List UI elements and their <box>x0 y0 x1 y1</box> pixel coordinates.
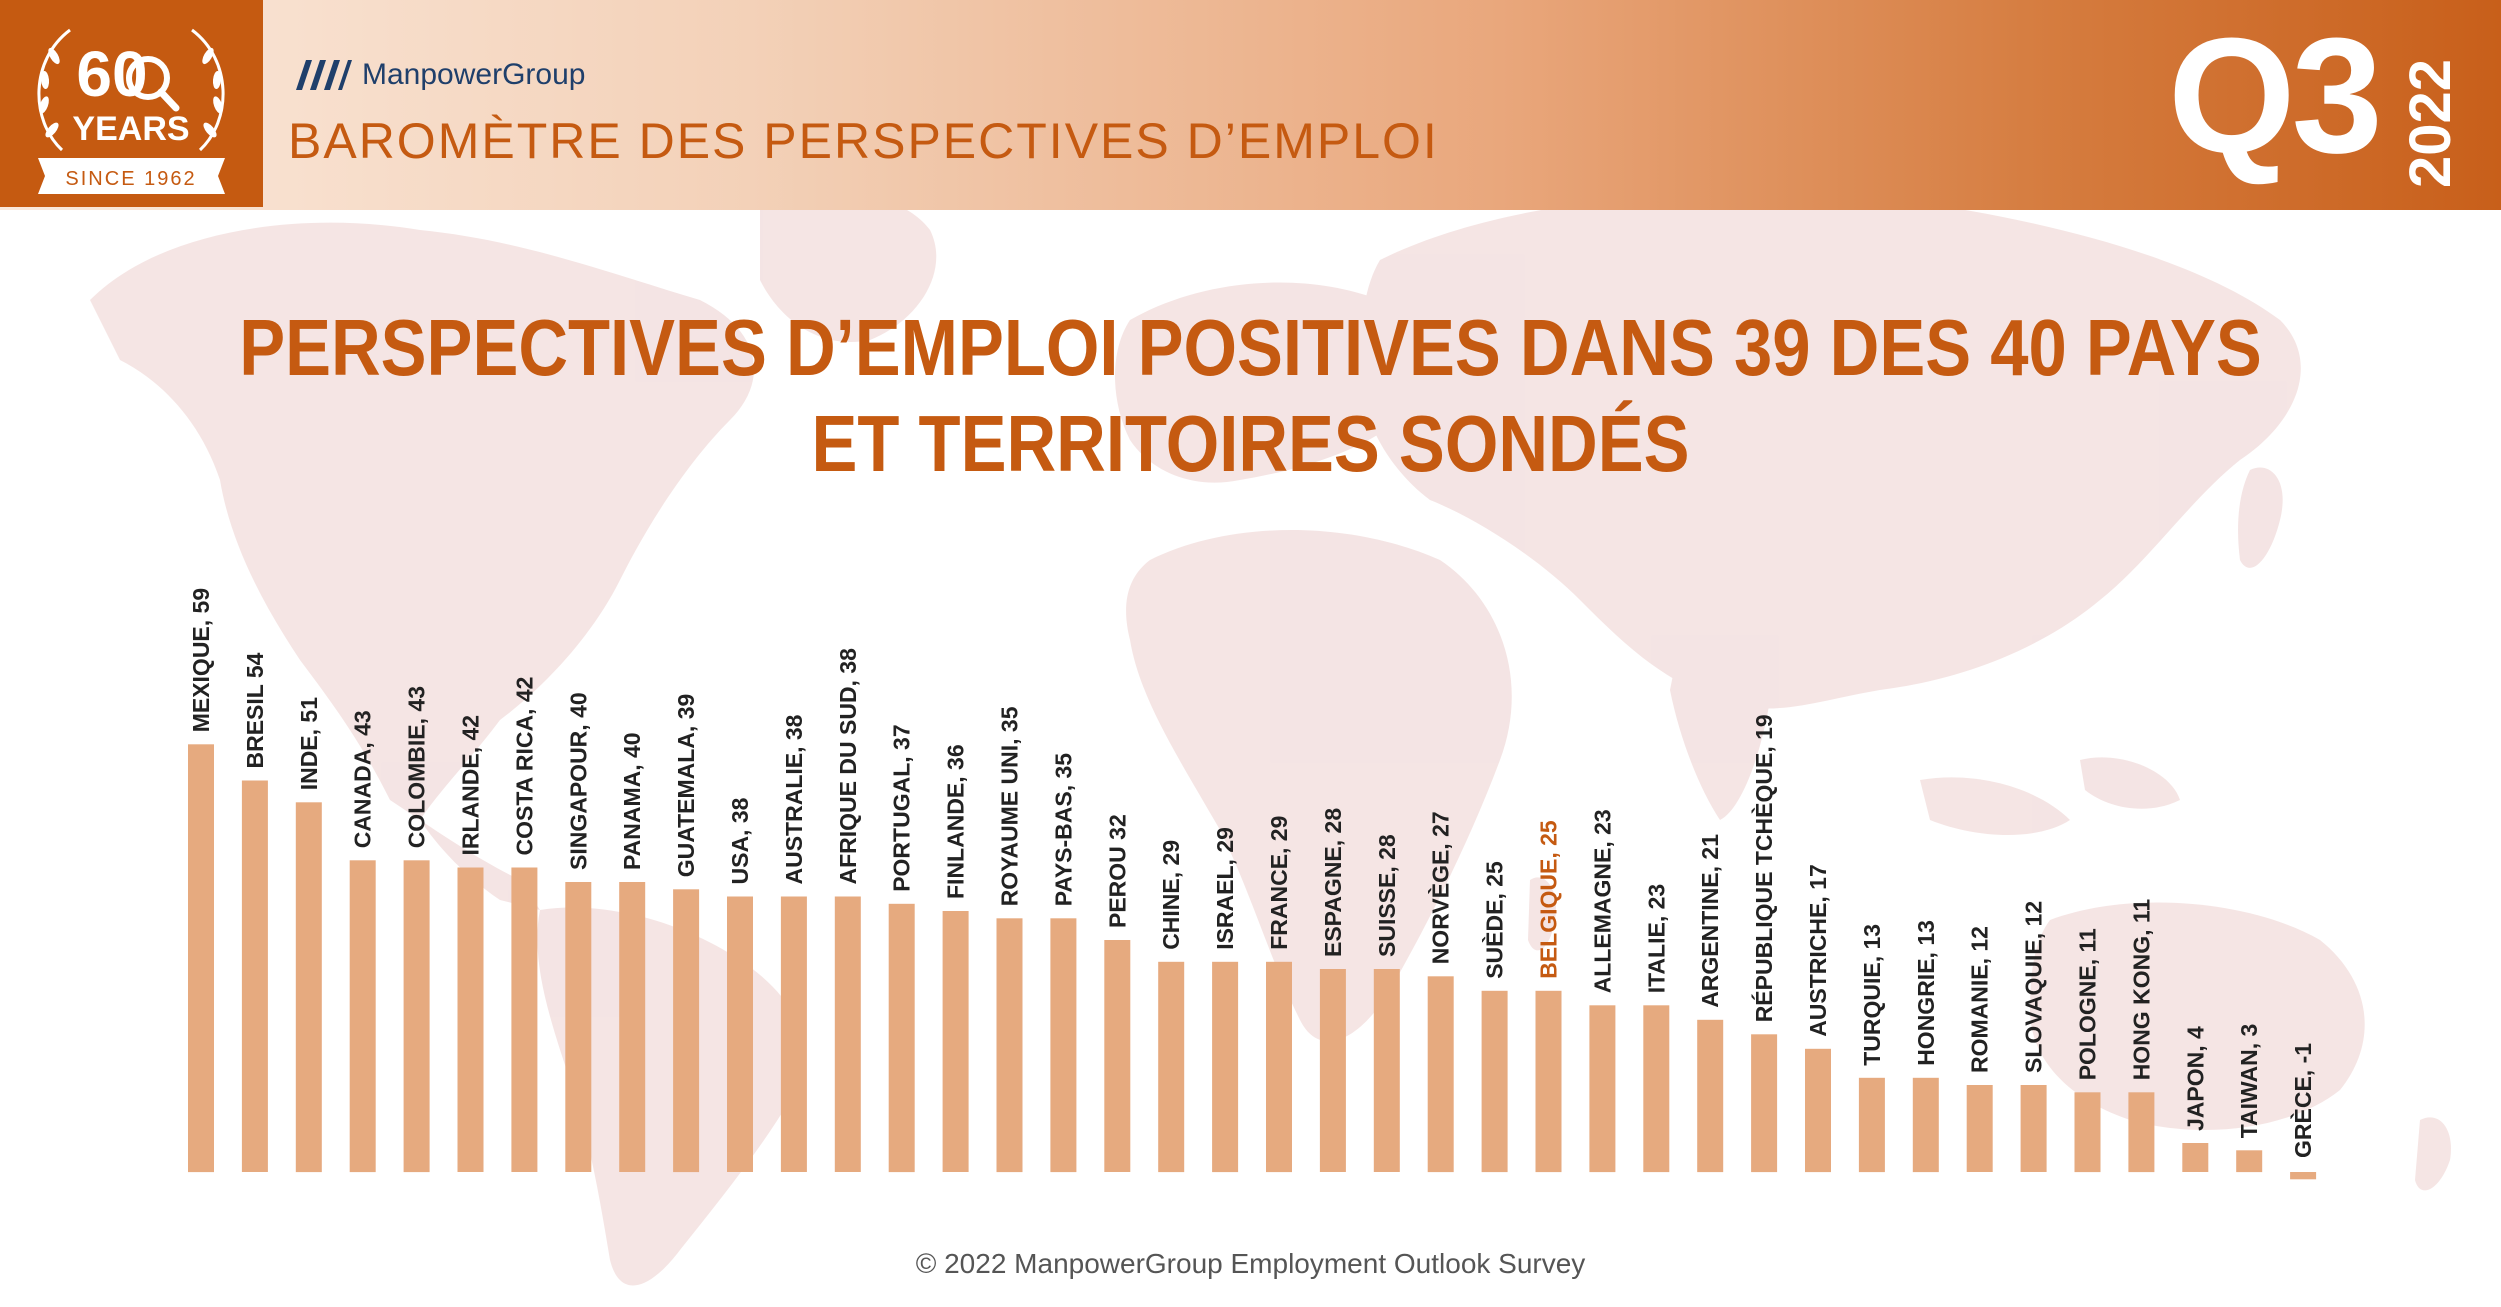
copyright-footer: © 2022 ManpowerGroup Employment Outlook … <box>915 1248 1586 1279</box>
bar-label: PAYS-BAS, 35 <box>1050 753 1076 907</box>
bar-label: ARGENTINE, 21 <box>1697 834 1723 1008</box>
bar <box>1589 1005 1616 1173</box>
bar <box>1912 1077 1939 1173</box>
bar <box>888 903 915 1173</box>
bar <box>511 867 538 1172</box>
badge-number: 60 <box>76 38 147 110</box>
bar <box>727 896 753 1172</box>
bar-label: PEROU 32 <box>1104 814 1130 928</box>
anniversary-badge: 60 YEARS SINCE 1962 <box>0 0 263 207</box>
bar <box>1266 961 1292 1173</box>
bar-label: SINGAPOUR, 40 <box>565 692 591 870</box>
bar-label: HONGRIE, 13 <box>1913 920 1939 1066</box>
bar-label: NORVÈGE, 27 <box>1427 811 1454 964</box>
bar-label: JAPON, 4 <box>2182 1026 2208 1131</box>
bar-label: AUSTRALIE, 38 <box>781 714 807 884</box>
bar <box>673 889 700 1173</box>
bar <box>834 896 861 1172</box>
bar-label: BRESIL 54 <box>242 652 268 768</box>
bar <box>403 860 430 1173</box>
bar <box>188 744 214 1173</box>
bar-label: FINLANDE, 36 <box>943 744 969 899</box>
badge-years: YEARS <box>72 110 189 148</box>
bar-label: INDE, 51 <box>296 697 322 791</box>
bar <box>1805 1048 1831 1173</box>
chart-title: PERSPECTIVES D’EMPLOI POSITIVES DANS 39 … <box>175 300 2326 492</box>
bar-label: SUISSE, 28 <box>1374 834 1400 957</box>
bar <box>2182 1143 2209 1172</box>
bar <box>1319 969 1346 1172</box>
bar-chart: MEXIQUE, 59 BRESIL 54 INDE, 51 CANADA, 43 CO… <box>188 588 2317 1180</box>
bar <box>2128 1092 2155 1173</box>
bar-label: MEXIQUE, 59 <box>188 588 214 732</box>
bar-label: CHINE, 29 <box>1158 840 1184 950</box>
bar <box>1966 1085 1993 1172</box>
bar-label: USA, 38 <box>727 797 753 884</box>
bar <box>619 882 646 1172</box>
bar-label: ROYAUME UNI, 35 <box>997 706 1023 906</box>
bar-label: ROMANIE, 12 <box>1967 926 1993 1073</box>
bar <box>295 802 322 1173</box>
bar-label: COLOMBIE, 43 <box>404 686 430 848</box>
bar <box>1427 976 1454 1173</box>
bar <box>565 882 592 1172</box>
bar-label: IRLANDE, 42 <box>458 715 484 856</box>
bar <box>1373 969 1400 1172</box>
brand-logo: ManpowerGroup <box>290 50 585 100</box>
bar <box>1481 990 1508 1173</box>
bar-label: TURQUIE, 13 <box>1859 924 1885 1066</box>
quarter-label: Q3 <box>2168 4 2383 187</box>
bar <box>457 867 484 1172</box>
bar-label: POLOGNE, 11 <box>2075 928 2101 1080</box>
chart-title-line-1: PERSPECTIVES D’EMPLOI POSITIVES DANS 39 … <box>239 303 2262 392</box>
bar <box>1050 918 1077 1173</box>
bar <box>780 896 807 1172</box>
bar <box>1751 1034 1778 1173</box>
bar-label: AUSTRICHE, 17 <box>1805 864 1831 1037</box>
bar-label: AFRIQUE DU SUD, 38 <box>835 648 861 885</box>
year-label: 2022 <box>2398 58 2463 188</box>
header-band <box>0 0 2501 210</box>
bar <box>1158 961 1185 1173</box>
bar-label: RÉPUBLIQUE TCHÈQUE, 19 <box>1750 714 1777 1022</box>
bar-label: GUATEMALA, 39 <box>673 694 699 878</box>
bar <box>2074 1092 2101 1173</box>
bar <box>1697 1019 1724 1173</box>
bar <box>1535 990 1562 1173</box>
bar <box>2236 1150 2263 1173</box>
bar-label: BELGIQUE, 25 <box>1536 820 1562 979</box>
badge-since: SINCE 1962 <box>65 168 196 190</box>
bar-label: GRÈCE, -1 <box>2289 1043 2316 1158</box>
bar <box>1104 940 1131 1172</box>
bar-label: CANADA, 43 <box>350 710 376 848</box>
laurel-wreath-icon: 60 YEARS SINCE 1962 <box>37 28 225 194</box>
bar <box>942 911 969 1172</box>
bar-label: HONG KONG, 11 <box>2128 899 2154 1081</box>
bar <box>241 780 268 1172</box>
bar <box>1212 961 1239 1173</box>
brand-name: ManpowerGroup <box>362 58 586 91</box>
bar-label: ALLEMAGNE, 23 <box>1589 809 1615 993</box>
magnifier-icon <box>126 56 170 100</box>
bar-label: ITALIE, 23 <box>1643 884 1669 994</box>
bar-label: FRANCE, 29 <box>1266 816 1292 950</box>
manpower-logo-icon <box>296 60 352 90</box>
bar-label: PANAMA, 40 <box>619 732 645 870</box>
bar <box>2290 1172 2317 1180</box>
bar <box>349 860 376 1173</box>
bar <box>1858 1077 1885 1173</box>
chart-title-line-2: ET TERRITOIRES SONDÉS <box>811 399 1690 488</box>
bar-label: ESPAGNE, 28 <box>1320 808 1346 957</box>
bar-label: COSTA RICA, 42 <box>511 677 537 856</box>
bar-label: SUÈDE, 25 <box>1481 861 1508 979</box>
bar-label: SLOVAQUIE, 12 <box>2021 901 2047 1073</box>
since-ribbon <box>38 158 225 194</box>
bar-label: ISRAEL, 29 <box>1212 827 1238 950</box>
bar-label: PORTUGAL, 37 <box>889 724 915 891</box>
bar <box>1643 1005 1670 1173</box>
bar <box>2020 1085 2047 1172</box>
bar-label: TAIWAN, 3 <box>2236 1024 2262 1139</box>
bar <box>996 918 1023 1173</box>
header-subtitle: BAROMÈTRE DES PERSPECTIVES D’EMPLOI <box>288 113 1439 169</box>
